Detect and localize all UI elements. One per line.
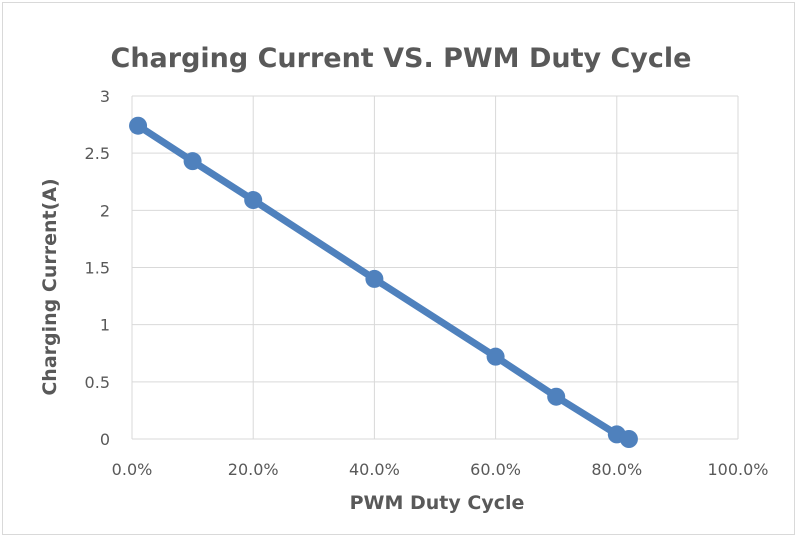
y-axis-title: Charging Current(A) — [39, 178, 61, 395]
y-tick-label: 1 — [100, 316, 110, 335]
x-tick-label: 100.0% — [707, 460, 768, 479]
x-tick-label: 0.0% — [112, 460, 153, 479]
data-point — [547, 387, 566, 406]
data-point — [183, 152, 202, 171]
tick-labels: 0 0.5 1 1.5 2 2.5 3 0.0% 20.0% 40.0% 60.0% 80.0% 100… — [85, 87, 769, 479]
y-tick-label: 0 — [100, 430, 110, 449]
y-tick-label: 3 — [100, 87, 110, 106]
y-tick-label: 0.5 — [85, 373, 110, 392]
chart-title: Charging Current VS. PWM Duty Cycle — [111, 43, 692, 74]
data-point — [619, 430, 638, 448]
x-tick-label: 80.0% — [591, 460, 642, 479]
x-tick-label: 40.0% — [349, 460, 400, 479]
x-axis-title: PWM Duty Cycle — [350, 492, 525, 514]
gridlines — [131, 95, 739, 440]
y-tick-label: 2 — [100, 201, 110, 220]
y-tick-label: 1.5 — [85, 259, 110, 278]
data-point — [129, 116, 148, 135]
chart-svg: Charging Current VS. PWM Duty Cycle 0 0.5… — [39, 43, 769, 514]
data-point — [486, 347, 505, 366]
data-point — [244, 191, 263, 210]
x-tick-label: 20.0% — [228, 460, 279, 479]
x-tick-label: 60.0% — [470, 460, 521, 479]
series — [129, 116, 638, 448]
y-tick-label: 2.5 — [85, 144, 110, 163]
series-line — [134, 122, 633, 443]
data-point — [365, 269, 384, 288]
